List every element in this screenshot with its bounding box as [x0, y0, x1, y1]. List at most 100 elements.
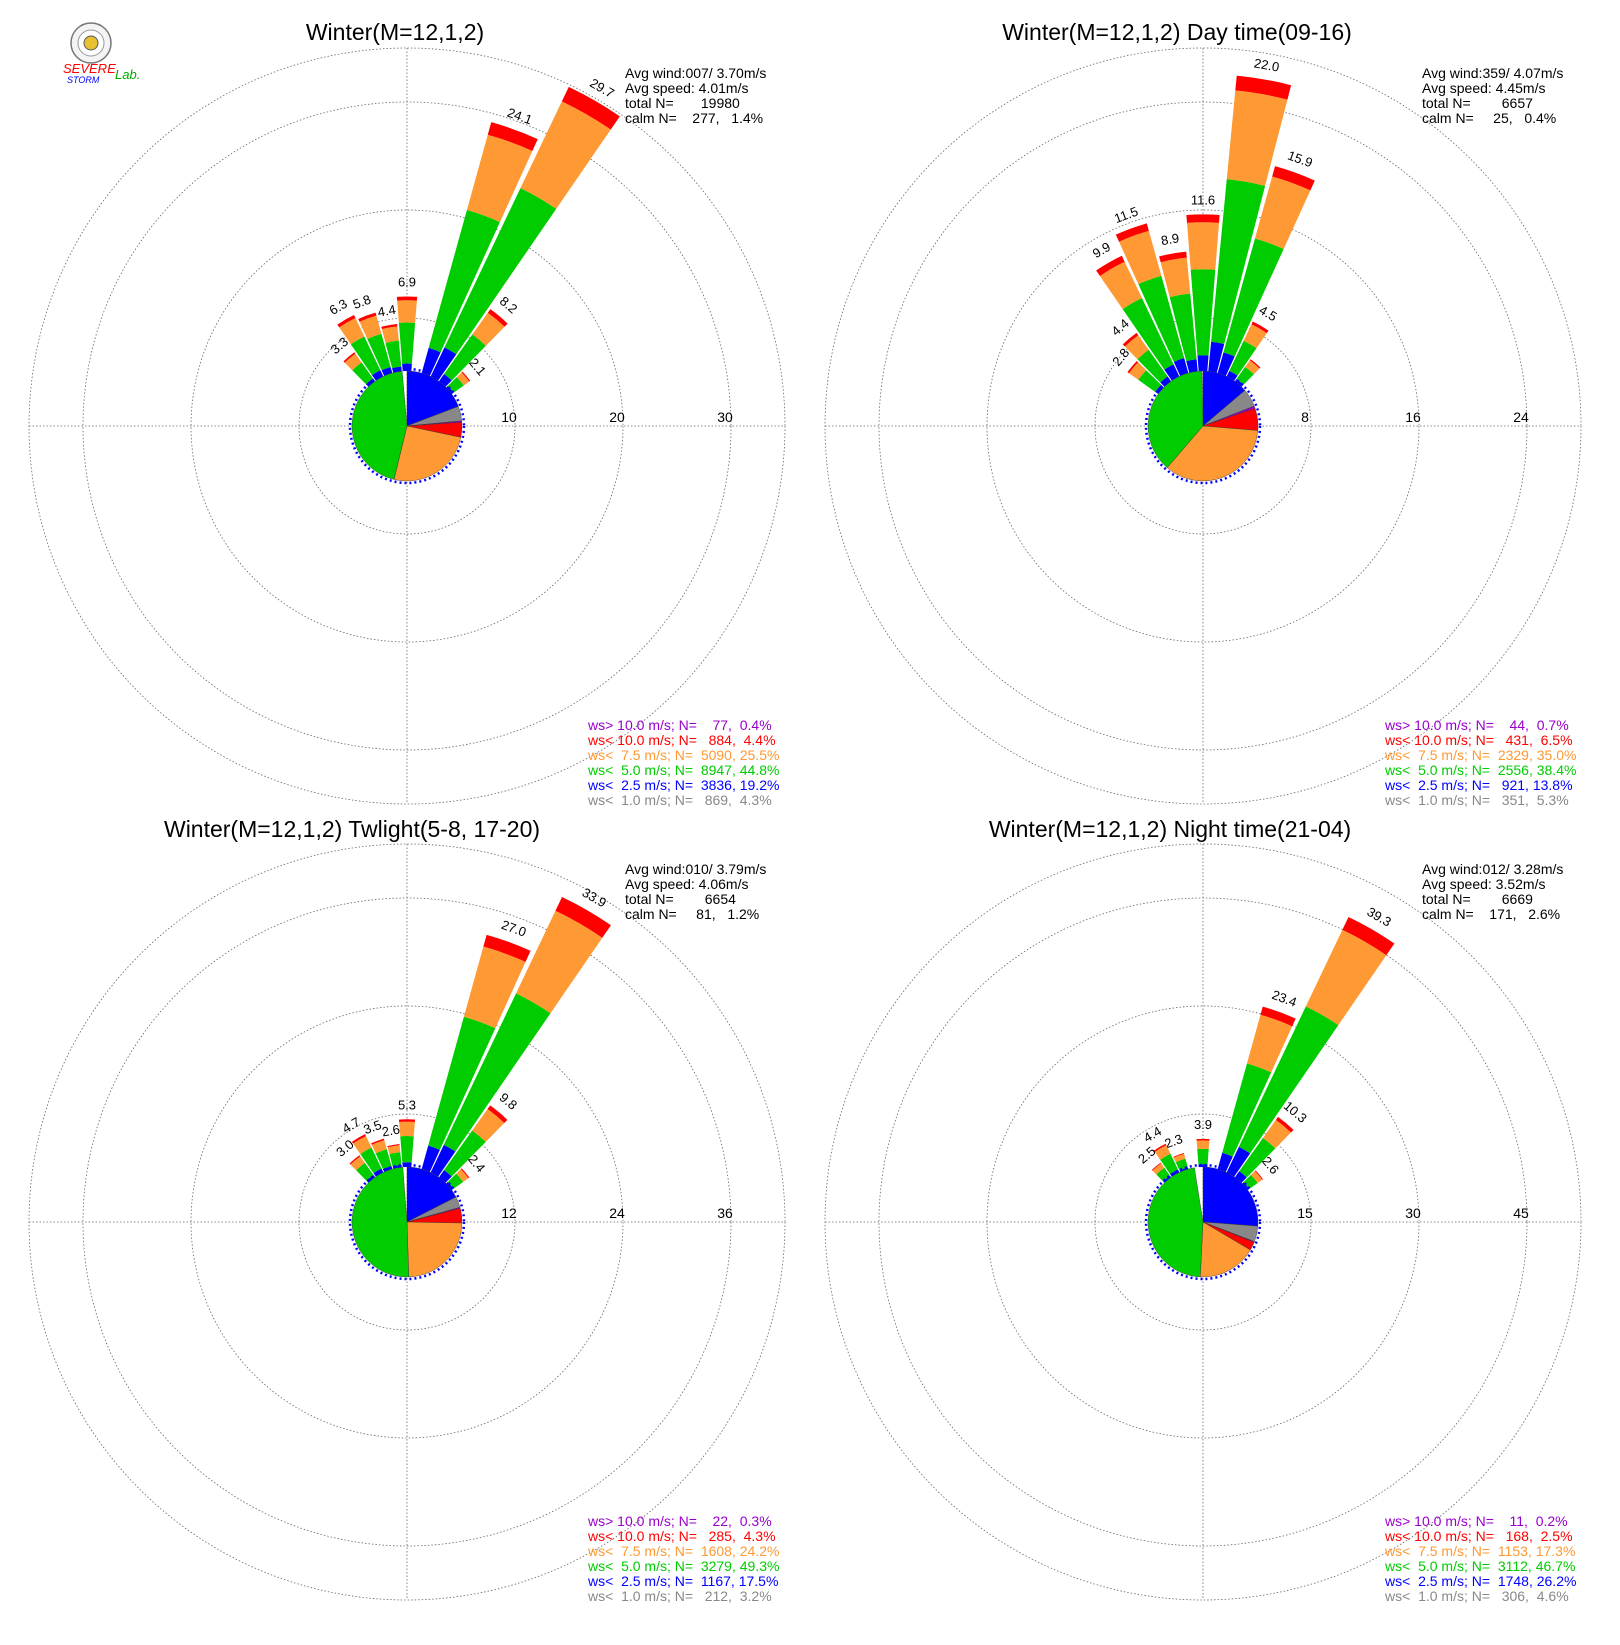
petal-segment	[343, 352, 356, 363]
petal-segment	[1196, 1140, 1210, 1149]
info-calm: calm N= 25, 0.4%	[1422, 110, 1556, 126]
petal-segment	[344, 353, 362, 371]
petal-segment	[356, 1162, 374, 1181]
petal-segment	[1186, 359, 1198, 373]
petal-segment	[1226, 1146, 1251, 1177]
petal-segment	[1122, 332, 1139, 347]
logo-storm-text: STORM	[67, 75, 100, 85]
legend-entry: ws> 10.0 m/s; N= 77, 0.4%	[587, 717, 772, 733]
info-avg-speed: Avg speed: 4.01m/s	[625, 80, 748, 96]
petal-segment	[461, 371, 471, 382]
petal-segment	[1208, 341, 1225, 373]
petal-segment	[1246, 1014, 1293, 1073]
panel-title: Winter(M=12,1,2) Night time(21-04)	[989, 816, 1351, 842]
petal-label: 3.9	[1194, 1117, 1212, 1132]
petal-label: 5.8	[351, 292, 373, 312]
petal-segment	[1099, 261, 1142, 310]
petal-segment	[1160, 257, 1191, 298]
petal-segment	[1160, 376, 1172, 387]
petal-segment	[472, 312, 505, 346]
legend-entry: ws< 2.5 m/s; N= 1167, 17.5%	[587, 1573, 778, 1589]
petal-label: 6.3	[327, 296, 350, 318]
windrose-panel-2: 8 16 2411.622.015.94.58.911.59.94.42.8Wint…	[824, 19, 1582, 808]
pie-slice	[351, 370, 408, 480]
info-calm: calm N= 81, 1.2%	[625, 906, 759, 922]
petal-segment	[1245, 360, 1260, 375]
legend-entry: ws< 1.0 m/s; N= 212, 3.2%	[587, 1588, 772, 1604]
ring-label: 24	[609, 1205, 625, 1221]
logo-severe-text: SEVERE	[63, 61, 116, 76]
legend-entry: ws< 1.0 m/s; N= 869, 4.3%	[587, 792, 772, 808]
ring-label: 24	[1513, 409, 1529, 425]
legend-entry: ws< 5.0 m/s; N= 8947, 44.8%	[587, 762, 779, 778]
legend-entry: ws> 10.0 m/s; N= 11, 0.2%	[1384, 1513, 1568, 1529]
info-total: total N= 6654	[625, 891, 736, 907]
petal-segment	[1152, 1163, 1165, 1175]
petal-segment	[447, 377, 464, 393]
petal-segment	[1235, 75, 1292, 100]
severe-storm-lab-logo: SEVERE STORM Lab.	[63, 22, 140, 85]
petal-segment	[353, 1136, 372, 1155]
petal-segment	[381, 326, 399, 343]
petal-segment	[1124, 335, 1149, 360]
windrose-panel-3: 12 24 365.327.033.99.82.42.63.54.73.0Winte…	[28, 816, 786, 1604]
petal-segment	[1238, 1006, 1339, 1154]
petal-segment	[1260, 1006, 1296, 1027]
legend-entry: ws< 7.5 m/s; N= 2329, 35.0%	[1384, 747, 1576, 763]
petal-segment	[1128, 362, 1147, 380]
petal-segment	[1197, 1148, 1209, 1165]
legend-entry: ws< 1.0 m/s; N= 306, 4.6%	[1384, 1588, 1569, 1604]
petal-label: 4.5	[1257, 302, 1280, 324]
petal-label: 5.3	[398, 1097, 416, 1112]
petal-segment	[1175, 1158, 1188, 1171]
petal-segment	[351, 1134, 367, 1144]
petal-segment	[1153, 1143, 1167, 1152]
petal-segment	[1249, 359, 1261, 369]
legend-entry: ws< 7.5 m/s; N= 1153, 17.3%	[1384, 1543, 1575, 1559]
petal-segment	[443, 993, 551, 1152]
ring-label: 12	[501, 1205, 517, 1221]
legend-entry: ws< 10.0 m/s; N= 168, 2.5%	[1384, 1528, 1573, 1544]
petal-segment	[428, 1016, 496, 1150]
petal-label: 11.6	[1191, 192, 1215, 207]
petal-segment	[456, 1169, 469, 1182]
petal-label: 6.9	[398, 274, 416, 289]
logo-lab-text: Lab.	[115, 67, 140, 82]
info-calm: calm N= 171, 2.6%	[1422, 906, 1560, 922]
petal-segment	[1243, 324, 1267, 349]
pie-slice	[406, 1221, 463, 1278]
petal-segment	[1243, 1174, 1258, 1189]
petal-segment	[1239, 1137, 1276, 1178]
petal-segment	[1127, 360, 1139, 374]
petal-segment	[1169, 293, 1197, 362]
petal-label: 11.5	[1112, 204, 1140, 226]
petal-segment	[398, 322, 416, 364]
legend-entry: ws< 1.0 m/s; N= 351, 5.3%	[1384, 792, 1569, 808]
petal-segment	[385, 340, 402, 369]
petal-segment	[1223, 238, 1284, 357]
legend-entry: ws< 2.5 m/s; N= 921, 13.8%	[1384, 777, 1573, 793]
info-calm: calm N= 277, 1.4%	[625, 110, 763, 126]
petal-segment	[1251, 321, 1269, 334]
petal-label: 2.3	[1163, 1131, 1185, 1151]
petal-segment	[1137, 349, 1168, 383]
petal-label: 4.7	[340, 1114, 363, 1136]
petal-segment	[371, 1138, 385, 1145]
petal-segment	[399, 1121, 415, 1137]
petal-segment	[387, 1143, 400, 1148]
petal-segment	[1272, 166, 1315, 191]
petal-segment	[371, 1140, 387, 1154]
petal-segment	[1154, 1145, 1171, 1160]
petal-segment	[428, 209, 500, 353]
pie-slice	[1200, 1221, 1251, 1278]
ring-30	[986, 1005, 1420, 1439]
ring-label: 15	[1297, 1205, 1313, 1221]
petal-segment	[555, 896, 611, 938]
petal-segment	[1173, 358, 1189, 376]
petal-segment	[456, 372, 470, 386]
info-avg-wind: Avg wind:012/ 3.28m/s	[1422, 861, 1563, 877]
petal-segment	[1250, 1170, 1263, 1183]
petal-segment	[1160, 1153, 1178, 1175]
petal-segment	[463, 946, 526, 1029]
petal-segment	[1222, 1063, 1272, 1157]
